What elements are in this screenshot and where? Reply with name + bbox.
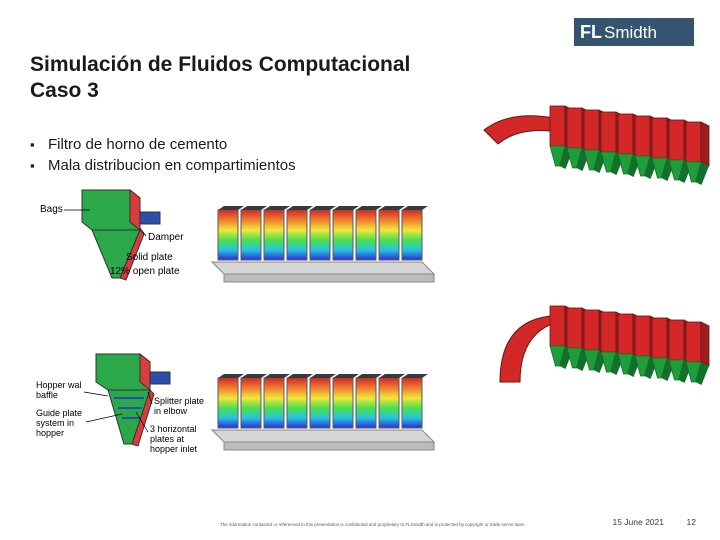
label-damper: Damper	[148, 232, 184, 243]
slide-title: Simulación de Fluidos Computacional Caso…	[30, 52, 410, 105]
label-horiz-3: hopper inlet	[150, 444, 198, 454]
red-filter-render-2	[480, 262, 710, 412]
label-hopper-wall-1: Hopper wal	[36, 380, 82, 390]
label-splitter-2: in elbow	[154, 406, 188, 416]
label-guide-3: hopper	[36, 428, 64, 438]
label-splitter-1: Splitter plate	[154, 396, 204, 406]
logo-suffix: Smidth	[604, 23, 657, 42]
label-horiz-2: plates at	[150, 434, 185, 444]
bullet-item: Mala distribucion en compartimientos	[30, 157, 296, 174]
label-hopper-wall-2: baffle	[36, 390, 58, 400]
title-line-1: Simulación de Fluidos Computacional	[30, 53, 410, 76]
bullet-item: Filtro de horno de cemento	[30, 136, 296, 153]
hopper-diagram-1: Bags Damper Solid plate 12% open plate	[40, 188, 190, 308]
slide-footer: The information contained or referenced …	[0, 507, 720, 527]
footer-date: 15 June 2021	[612, 517, 664, 527]
logo-prefix: FL	[580, 22, 602, 42]
label-open-plate: 12% open plate	[110, 266, 180, 277]
compartments-cfd-1	[208, 204, 438, 294]
hopper-diagram-2: Hopper wal baffle Guide plate system in …	[36, 352, 206, 482]
label-bags: Bags	[40, 204, 63, 215]
title-line-2: Caso 3	[30, 79, 99, 102]
red-filter-render-1	[480, 86, 710, 216]
label-solid-plate: Solid plate	[126, 252, 173, 263]
compartments-cfd-2	[208, 372, 438, 462]
label-horiz-1: 3 horizontal	[150, 424, 197, 434]
footer-page-number: 12	[687, 517, 696, 527]
label-guide-1: Guide plate	[36, 408, 82, 418]
footer-copyright: The information contained or referenced …	[220, 522, 525, 527]
bullet-list: Filtro de horno de cemento Mala distribu…	[30, 136, 296, 178]
label-guide-2: system in	[36, 418, 74, 428]
brand-logo: FL Smidth	[574, 18, 694, 46]
